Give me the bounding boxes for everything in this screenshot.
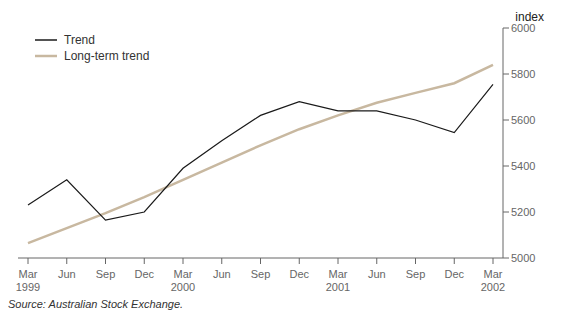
- svg-text:Mar2000: Mar2000: [171, 268, 195, 293]
- svg-text:5400: 5400: [511, 160, 535, 172]
- html-text:index: index: [515, 10, 544, 24]
- svg-text:Sep: Sep: [251, 268, 271, 280]
- svg-text:5200: 5200: [511, 206, 535, 218]
- svg-text:5000: 5000: [511, 252, 535, 264]
- html-text:Trend: Trend: [64, 33, 95, 47]
- svg-text:Mar2001: Mar2001: [326, 268, 350, 293]
- svg-text:Dec: Dec: [444, 268, 464, 280]
- svg-text:Sep: Sep: [406, 268, 426, 280]
- svg-text:5600: 5600: [511, 114, 535, 126]
- svg-text:Mar2002: Mar2002: [481, 268, 505, 293]
- svg-text:Sep: Sep: [96, 268, 116, 280]
- html-text:Source: Australian Stock Excha: Source: Australian Stock Exchange.: [8, 298, 184, 310]
- svg-text:5800: 5800: [511, 68, 535, 80]
- html-text:Long-term trend: Long-term trend: [64, 49, 150, 63]
- svg-text:Jun: Jun: [368, 268, 386, 280]
- svg-text:Jun: Jun: [58, 268, 76, 280]
- svg-text:Dec: Dec: [289, 268, 309, 280]
- svg-text:Mar1999: Mar1999: [16, 268, 40, 293]
- svg-text:Dec: Dec: [134, 268, 154, 280]
- svg-text:Jun: Jun: [213, 268, 231, 280]
- svg-text:6000: 6000: [511, 21, 536, 34]
